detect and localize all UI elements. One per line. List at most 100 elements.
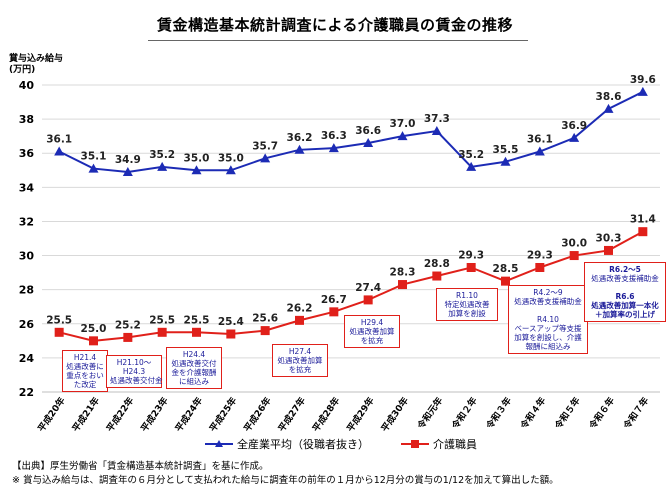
annotation-line: 処遇改善加算一本化 [591, 301, 659, 310]
data-label: 36.9 [561, 120, 587, 132]
x-tick-label: 平成21年 [69, 395, 102, 434]
annotation-line: 処遇改善に [66, 362, 104, 371]
data-label: 34.9 [115, 154, 141, 166]
data-point-marker [191, 165, 202, 175]
annotation-line: 処遇改善交付 [171, 359, 217, 368]
data-label: 35.0 [218, 152, 244, 164]
y-tick-label: 28 [19, 284, 34, 297]
y-tick-label: 36 [19, 147, 35, 160]
y-tick-label: 34 [19, 181, 35, 194]
data-label: 35.5 [493, 144, 519, 156]
data-label: 25.4 [218, 316, 244, 328]
data-label: 37.0 [390, 118, 416, 130]
annotation-line: 加算を創設し、介護 [514, 333, 582, 342]
data-point-marker [123, 332, 133, 342]
legend-item-all-industries: 全産業平均（役職者抜き） [205, 436, 369, 452]
x-tick-label: 令和３年 [483, 395, 514, 432]
y-axis-label-line: 賞与込み給与 [9, 54, 64, 64]
annotation-line: R4.10 [537, 315, 559, 324]
annotation-r1-10: R1.10 特定処遇改善 加算を創設 [436, 288, 498, 321]
data-point-marker [432, 271, 442, 281]
x-tick-label: 令和７年 [620, 395, 651, 432]
data-label: 25.0 [81, 323, 107, 335]
y-tick-label: 22 [19, 386, 34, 399]
y-tick-label: 30 [19, 250, 35, 263]
annotation-h24-4: H24.4 処遇改善交付 金を介護報酬 に組込み [166, 347, 222, 389]
annotation-line: 重点をおい [66, 371, 104, 380]
title-underline [148, 40, 528, 41]
x-tick-label: 令和５年 [552, 395, 583, 432]
annotation-line: H29.4 [360, 318, 384, 327]
x-tick-label: 令和６年 [586, 395, 617, 432]
data-point-marker [54, 146, 65, 156]
data-point-marker [603, 103, 614, 113]
footnotes: 【出典】厚生労働省「賃金構造基本統計調査」を基に作成。 ※ 賞与込み給与は、調査… [12, 460, 559, 488]
annotation-line: 処遇改善加算 [277, 356, 323, 365]
page-title: 賃金構造基本統計調査による介護職員の賃金の推移 [156, 16, 514, 34]
annotation-line: ベースアップ等支援 [514, 324, 582, 333]
data-point-marker [329, 307, 339, 317]
data-point-marker [535, 262, 545, 272]
annotation-r4-2: R4.2～9 処遇改善支援補助金 R4.10 ベースアップ等支援 加算を創設し、介護報… [508, 285, 588, 354]
data-point-marker [466, 161, 477, 171]
annotation-line: に組込み [179, 377, 209, 386]
y-axis-label-line: (万円) [9, 65, 36, 75]
annotation-line: R6.6 [615, 292, 635, 301]
data-label: 25.5 [149, 314, 175, 326]
x-tick-label: 平成29年 [344, 395, 377, 434]
annotation-line: 処遇改善支援補助金 [514, 297, 582, 306]
data-point-marker [500, 156, 511, 166]
legend-square-marker-icon [401, 440, 429, 448]
data-point-marker [604, 245, 613, 255]
footnote-note: ※ 賞与込み給与は、調査年の６月分として支払われた給与に調査年の前年の１月から1… [12, 475, 559, 486]
data-label: 28.5 [493, 263, 519, 275]
x-tick-label: 平成28年 [310, 395, 343, 434]
data-point-marker [363, 295, 373, 305]
data-point-marker [295, 315, 304, 325]
x-tick-label: 平成27年 [275, 395, 308, 434]
data-label: 35.1 [81, 151, 107, 163]
annotation-line: H21.4 [73, 353, 97, 362]
data-point-marker [569, 251, 579, 261]
data-label: 39.6 [630, 74, 656, 86]
data-label: 27.4 [355, 282, 381, 294]
annotation-h21-10: H21.10～ H24.3 処遇改善交付金 [106, 355, 163, 388]
data-label: 28.8 [424, 258, 450, 270]
data-point-marker [569, 132, 580, 142]
x-tick-label: 平成24年 [172, 395, 205, 434]
data-point-marker [260, 326, 270, 336]
annotation-h29-4: H29.4 処遇改善加算 を拡充 [344, 315, 400, 348]
x-tick-label: 平成25年 [207, 395, 240, 434]
annotation-line: 特定処遇改善 [444, 300, 490, 309]
annotation-line: R1.10 [456, 291, 478, 300]
annotation-line: た改定 [73, 380, 97, 389]
data-label: 25.2 [115, 319, 141, 331]
annotation-line: H21.10～ [116, 358, 152, 367]
data-label: 30.0 [561, 238, 587, 250]
data-label: 36.3 [321, 130, 347, 142]
data-point-marker [638, 227, 648, 237]
data-label: 35.2 [458, 149, 484, 161]
x-tick-label: 令和４年 [517, 395, 548, 432]
data-point-marker [89, 336, 98, 346]
data-label: 26.2 [287, 302, 313, 314]
data-label: 36.1 [46, 134, 72, 146]
data-label: 36.6 [355, 125, 381, 137]
y-tick-label: 24 [19, 352, 35, 365]
annotation-h27-4: H27.4 処遇改善加算 を拡充 [272, 344, 328, 377]
data-label: 35.7 [252, 140, 278, 152]
legend-label-all-industries: 全産業平均（役職者抜き） [237, 438, 369, 451]
legend-label-care-workers: 介護職員 [433, 438, 477, 451]
data-point-marker [501, 276, 510, 286]
data-point-marker [88, 163, 99, 173]
data-label: 35.0 [184, 152, 210, 164]
data-point-marker [466, 262, 476, 272]
annotation-line [588, 283, 662, 292]
annotation-line: H24.4 [182, 350, 206, 359]
data-point-marker [157, 327, 167, 337]
data-point-marker [534, 146, 545, 156]
data-label: 35.2 [149, 149, 175, 161]
x-tick-label: 令和２年 [449, 395, 480, 432]
annotation-line: R4.2～9 [533, 288, 563, 297]
